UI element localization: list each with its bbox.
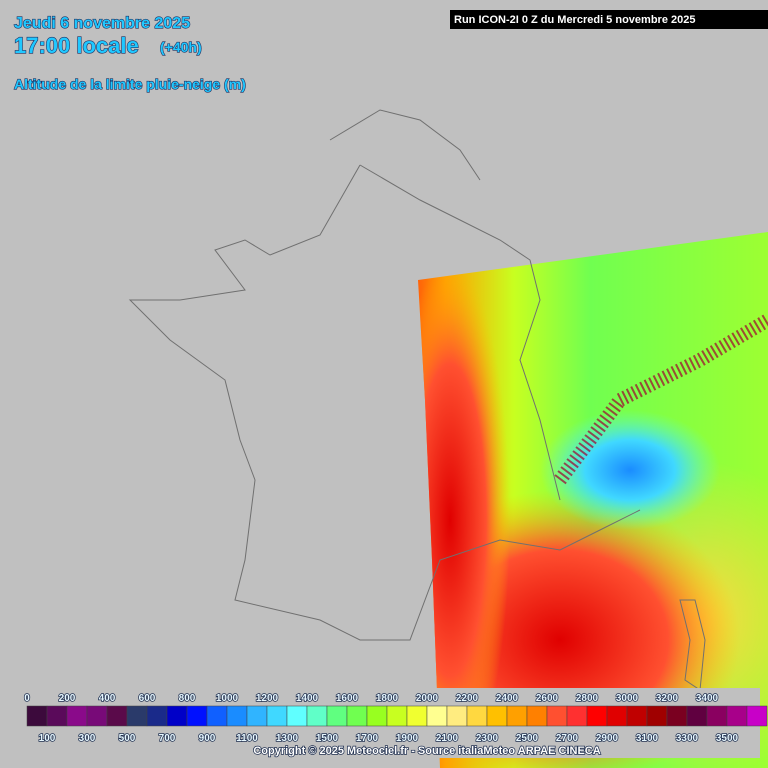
legend-swatch bbox=[366, 705, 388, 727]
legend-swatch bbox=[46, 705, 68, 727]
legend-swatch bbox=[546, 705, 568, 727]
date: Jeudi 6 novembre 2025 bbox=[14, 15, 190, 32]
legend-label: 2900 bbox=[596, 733, 619, 744]
legend-label: 2400 bbox=[496, 693, 519, 704]
legend-label: 2500 bbox=[516, 733, 539, 744]
legend-label: 3000 bbox=[616, 693, 639, 704]
legend-label: 2000 bbox=[416, 693, 439, 704]
model-field bbox=[418, 232, 768, 768]
legend-swatch bbox=[66, 705, 88, 727]
copyright: Copyright © 2025 Meteociel.fr - Source i… bbox=[253, 745, 600, 757]
subtitle: Altitude de la limite pluie-neige (m) bbox=[14, 76, 246, 92]
legend-label: 2600 bbox=[536, 693, 559, 704]
legend-label: 600 bbox=[139, 693, 156, 704]
legend-swatch bbox=[126, 705, 148, 727]
legend-label: 1000 bbox=[216, 693, 239, 704]
legend-swatch bbox=[506, 705, 528, 727]
legend-label: 800 bbox=[179, 693, 196, 704]
legend-label: 3100 bbox=[636, 733, 659, 744]
legend-label: 1800 bbox=[376, 693, 399, 704]
legend-swatch bbox=[26, 705, 48, 727]
legend-swatch bbox=[186, 705, 208, 727]
legend-swatch bbox=[446, 705, 468, 727]
legend-swatch bbox=[306, 705, 328, 727]
legend-swatch bbox=[386, 705, 408, 727]
legend-swatch bbox=[486, 705, 508, 727]
legend-label: 700 bbox=[159, 733, 176, 744]
legend-swatch bbox=[466, 705, 488, 727]
time: 17:00 locale bbox=[14, 33, 139, 58]
legend-swatch bbox=[146, 705, 168, 727]
legend-swatch bbox=[566, 705, 588, 727]
legend-label: 300 bbox=[79, 733, 96, 744]
legend-label: 2800 bbox=[576, 693, 599, 704]
legend-swatch bbox=[746, 705, 768, 727]
legend-label: 1400 bbox=[296, 693, 319, 704]
legend-swatch bbox=[606, 705, 628, 727]
legend-label: 1200 bbox=[256, 693, 279, 704]
legend-label: 1500 bbox=[316, 733, 339, 744]
legend-swatch bbox=[426, 705, 448, 727]
run: Run ICON-2I 0 Z du Mercredi 5 novembre 2… bbox=[454, 14, 695, 26]
legend-swatch bbox=[626, 705, 648, 727]
legend-swatch bbox=[646, 705, 668, 727]
legend-label: 900 bbox=[199, 733, 216, 744]
legend-label: 100 bbox=[39, 733, 56, 744]
legend-swatch bbox=[226, 705, 248, 727]
legend-label: 1900 bbox=[396, 733, 419, 744]
legend-label: 1100 bbox=[236, 733, 258, 744]
lead: (+40h) bbox=[160, 39, 202, 55]
legend-label: 3500 bbox=[716, 733, 739, 744]
legend-label: 500 bbox=[119, 733, 136, 744]
legend-swatch bbox=[326, 705, 348, 727]
legend-label: 0 bbox=[24, 693, 30, 704]
legend-label: 3300 bbox=[676, 733, 699, 744]
legend-label: 1600 bbox=[336, 693, 359, 704]
legend-swatch bbox=[86, 705, 108, 727]
legend-label: 1700 bbox=[356, 733, 379, 744]
legend-label: 3200 bbox=[656, 693, 679, 704]
legend-label: 2100 bbox=[436, 733, 459, 744]
legend-swatch bbox=[106, 705, 128, 727]
legend-swatch bbox=[726, 705, 748, 727]
legend-swatch bbox=[246, 705, 268, 727]
legend-swatch bbox=[406, 705, 428, 727]
legend-swatch bbox=[266, 705, 288, 727]
legend-label: 2200 bbox=[456, 693, 479, 704]
legend-swatch bbox=[206, 705, 228, 727]
legend-label: 2700 bbox=[556, 733, 579, 744]
legend-label: 400 bbox=[99, 693, 116, 704]
legend-swatch bbox=[586, 705, 608, 727]
legend-swatch bbox=[666, 705, 688, 727]
legend-label: 2300 bbox=[476, 733, 499, 744]
legend-swatch bbox=[526, 705, 548, 727]
legend-swatch bbox=[166, 705, 188, 727]
legend-label: 3400 bbox=[696, 693, 719, 704]
run-box bbox=[450, 10, 768, 29]
legend-swatch bbox=[346, 705, 368, 727]
legend-label: 1300 bbox=[276, 733, 299, 744]
legend-swatch bbox=[286, 705, 308, 727]
legend: 0 100 200 300 400 500 600 700 800 900 1000 1100 1200… bbox=[23, 692, 768, 745]
legend-label: 200 bbox=[59, 693, 76, 704]
legend-swatch bbox=[706, 705, 728, 727]
legend-swatch bbox=[686, 705, 708, 727]
